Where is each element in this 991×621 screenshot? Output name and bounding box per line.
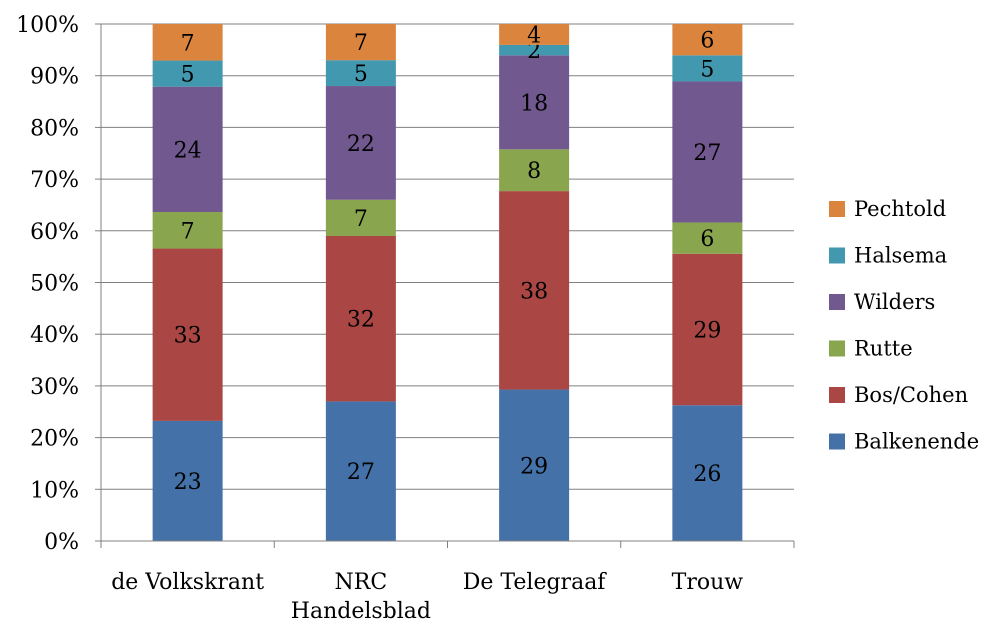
data-label: 8 [527,159,541,184]
x-tick-label: De Telegraaf [463,570,608,595]
x-tick-label: Handelsblad [291,599,431,621]
legend-label: Wilders [854,290,935,314]
data-label: 23 [174,470,202,495]
legend-swatch [829,201,845,217]
bar-segment [499,149,570,192]
bar-segment [152,60,223,87]
y-tick-label: 60% [30,220,79,245]
bar-segment [672,405,743,541]
data-label: 6 [700,227,714,252]
bar-segment [325,401,396,541]
legend-label: Halsema [854,244,947,268]
data-label: 7 [354,207,368,232]
data-label: 7 [181,31,195,56]
y-tick-label: 80% [30,116,79,141]
bar-segment [672,81,743,223]
bar-segment [672,253,743,406]
y-axis: 0% 10% 20% 30% 40% 50% 60% 70% 80% 90% 100% [16,13,102,555]
data-label: 4 [527,23,541,48]
y-tick-label: 0% [44,530,79,555]
x-tick-label: NRC [335,570,388,595]
data-label: 5 [354,62,368,87]
y-tick-label: 20% [30,427,79,452]
y-tick-label: 10% [30,478,79,503]
x-tick-label: de Volkskrant [111,570,264,595]
x-axis: de Volkskrant NRC Handelsblad De Telegraaf T… [100,540,795,621]
bar-segment [499,191,570,390]
bar-segment [325,199,396,236]
y-tick-label: 50% [30,272,79,297]
data-label: 29 [693,319,721,344]
legend-swatch [829,294,845,310]
data-label: 32 [347,308,375,333]
y-tick-label: 90% [30,65,79,90]
legend-label: Pechtold [854,197,946,221]
bar-segment [499,55,570,150]
bar-segment [152,86,223,212]
y-tick-label: 40% [30,323,79,348]
data-label: 7 [181,219,195,244]
bar-segment [499,389,570,541]
legend-swatch [829,247,845,264]
data-label: 2 [527,39,541,64]
bar-segment [499,24,570,45]
bar-segment [325,235,396,402]
data-label: 24 [174,138,202,163]
data-label: 27 [347,460,375,485]
data-label: 5 [700,57,714,82]
bar-segment [152,248,223,421]
data-label: 33 [174,324,202,349]
data-label: 7 [354,31,368,56]
data-label: 29 [520,454,548,479]
bar-segment [325,60,396,87]
data-label: 26 [693,462,721,487]
data-label: 5 [181,63,195,88]
bar-segment [499,44,570,56]
bar-segment [152,420,223,541]
legend-swatch [829,340,845,357]
data-label: 6 [700,29,714,54]
legend-swatch [829,387,845,403]
y-tick-label: 30% [30,375,79,400]
bars: 23 33 7 24 5 7 27 32 7 22 5 7 29 38 8 18 24 26 29 6 27 5 6 [152,23,743,541]
bar-segment [672,55,743,82]
data-label: 22 [347,132,375,157]
x-tick-label: Trouw [672,570,744,595]
data-label: 18 [520,91,548,116]
legend: Pechtold Halsema Wilders Rutte Bos/Cohen Balk… [829,197,979,454]
bar-segment [152,212,223,249]
data-label: 27 [693,141,721,166]
legend-label: Bos/Cohen [854,383,968,407]
y-tick-label: 100% [16,13,79,38]
bar-segment [152,24,223,61]
bar-segment [672,222,743,254]
bar-segment [325,24,396,61]
data-label: 38 [520,279,548,304]
bar-segment [325,86,396,200]
bar-segment [672,24,743,56]
y-tick-label: 70% [30,168,79,193]
legend-label: Balkenende [854,430,979,454]
legend-label: Rutte [854,337,913,361]
legend-swatch [829,433,845,450]
